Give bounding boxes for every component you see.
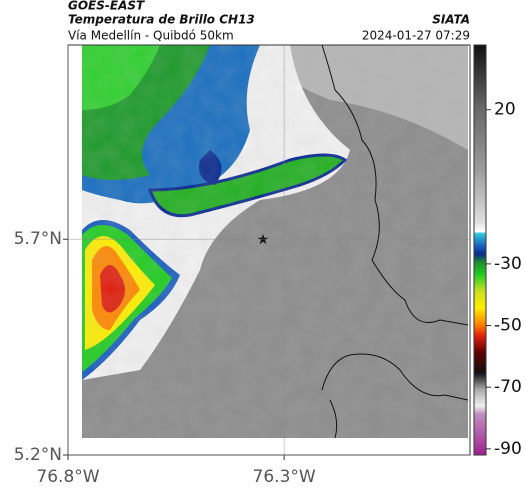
x-tick-label: 76.3°W (253, 467, 316, 487)
product: GOES-EAST (68, 0, 145, 13)
city-marker: ★ (257, 232, 270, 248)
colorbar (473, 44, 487, 456)
subtitle: Vía Medellín - Quibdó 50km (68, 29, 234, 43)
colorbar-tick-label: 20 (494, 100, 516, 120)
source: SIATA (432, 13, 470, 27)
colorbar-tick-label: -30 (494, 254, 522, 274)
title: Temperatura de Brillo CH13 (68, 13, 255, 27)
colorbar-tick-label: -90 (494, 439, 522, 459)
x-tick-label: 76.8°W (36, 467, 99, 487)
y-tick-label: 5.7°N (14, 229, 62, 249)
satellite-image: ★ (82, 45, 468, 438)
colorbar-tick-label: -50 (494, 316, 522, 336)
datetime: 2024-01-27 07:29 (362, 29, 470, 43)
colorbar-tick-label: -70 (494, 377, 522, 397)
y-tick-label: 5.2°N (14, 445, 62, 465)
